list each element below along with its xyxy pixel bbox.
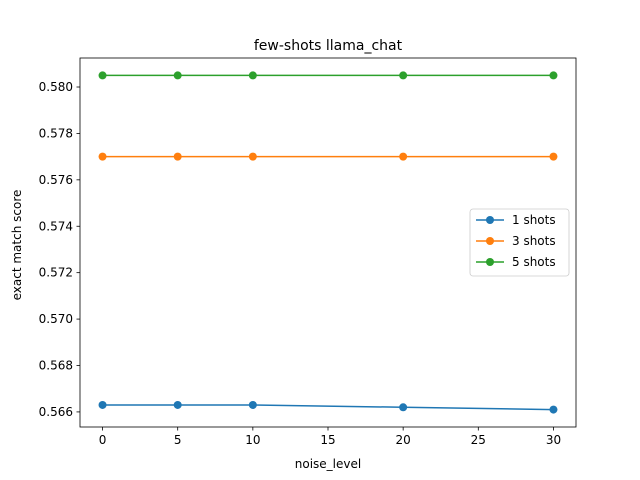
- x-tick-label: 15: [320, 433, 335, 447]
- series-3-point: [248, 71, 257, 80]
- series-2-point: [248, 152, 257, 161]
- series-2-point: [549, 152, 558, 161]
- series-1-point: [248, 400, 257, 409]
- legend-entry-1: 1 shots: [512, 213, 556, 227]
- chart-title: few-shots llama_chat: [254, 38, 403, 54]
- x-tick-label: 20: [396, 433, 411, 447]
- x-tick-label: 5: [174, 433, 182, 447]
- x-tick-label: 30: [546, 433, 561, 447]
- y-tick-label: 0.568: [39, 359, 73, 373]
- legend: 1 shots 3 shots 5 shots: [469, 208, 570, 277]
- y-tick-label: 0.570: [39, 312, 73, 326]
- y-tick-label: 0.572: [39, 266, 73, 280]
- axes: 0 5 10 15 20 25 30 0.566 0.568 0.570 0.572 0.574 0.5…: [39, 57, 577, 447]
- series-3-point: [549, 71, 558, 80]
- x-tick-label: 0: [99, 433, 107, 447]
- plot-area: [98, 71, 558, 414]
- x-axis-label: noise_level: [295, 457, 361, 471]
- y-tick-label: 0.574: [39, 219, 73, 233]
- x-tick-label: 25: [471, 433, 486, 447]
- y-axis-label: exact match score: [10, 190, 24, 301]
- legend-box: [469, 208, 570, 277]
- legend-entry-3: 5 shots: [512, 255, 556, 269]
- series-3-point: [98, 71, 107, 80]
- legend-marker-1: [486, 216, 494, 224]
- series-2-point: [98, 152, 107, 161]
- series-2-point: [173, 152, 182, 161]
- legend-entry-2: 3 shots: [512, 234, 556, 248]
- series-1-point: [98, 400, 107, 409]
- y-tick-label: 0.578: [39, 126, 73, 140]
- series-1-point: [549, 405, 558, 414]
- y-tick-label: 0.576: [39, 173, 73, 187]
- legend-marker-2: [486, 237, 494, 245]
- series-1-point: [399, 403, 408, 412]
- series-2-point: [399, 152, 408, 161]
- series-3-point: [399, 71, 408, 80]
- series-1-point: [173, 400, 182, 409]
- y-tick-label: 0.566: [39, 405, 73, 419]
- y-tick-label: 0.580: [39, 80, 73, 94]
- series-3-point: [173, 71, 182, 80]
- legend-marker-3: [486, 258, 494, 266]
- x-tick-label: 10: [245, 433, 260, 447]
